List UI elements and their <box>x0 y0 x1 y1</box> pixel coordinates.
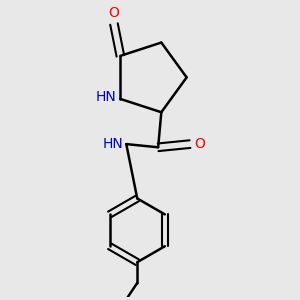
Text: O: O <box>109 6 119 20</box>
Text: O: O <box>194 137 205 151</box>
Text: HN: HN <box>103 137 124 151</box>
Text: HN: HN <box>96 90 116 104</box>
